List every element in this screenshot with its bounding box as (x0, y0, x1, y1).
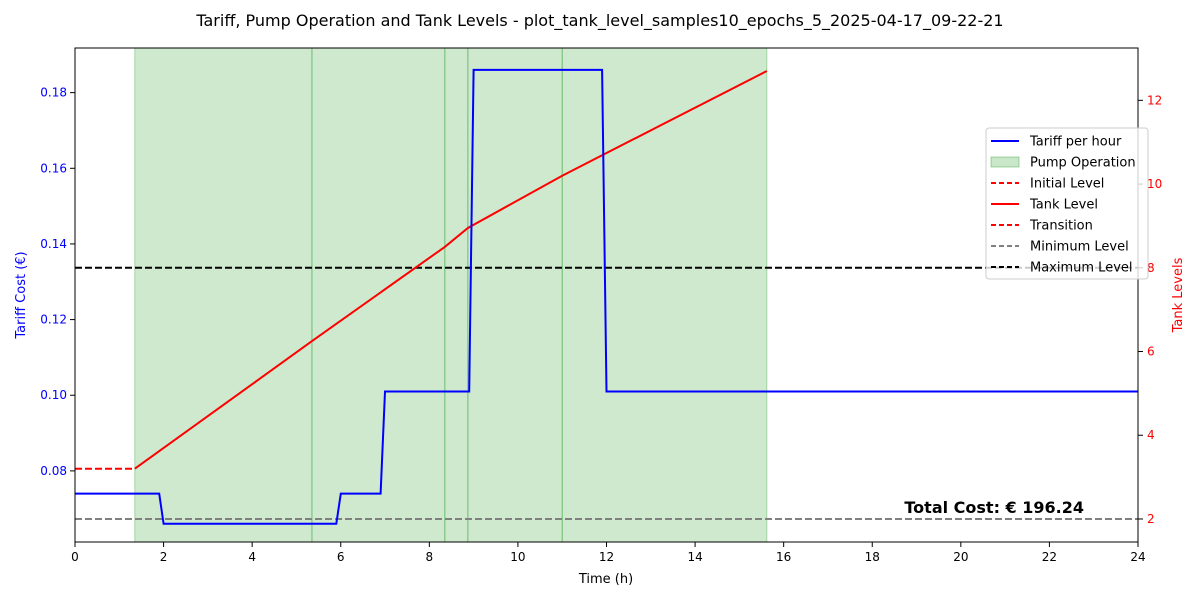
x-tick-label: 20 (953, 550, 968, 564)
legend-label: Initial Level (1030, 177, 1104, 192)
y-right-tick-label: 2 (1147, 512, 1155, 526)
y-right-tick-label: 6 (1147, 345, 1155, 359)
chart-title: Tariff, Pump Operation and Tank Levels -… (195, 11, 1003, 31)
y-right-tick-label: 8 (1147, 261, 1155, 275)
total-cost-annotation: Total Cost: € 196.24 (904, 498, 1084, 517)
pump-operation-band-3 (467, 47, 563, 543)
x-tick-label: 14 (687, 550, 702, 564)
y-left-tick-label: 0.16 (40, 161, 67, 175)
x-tick-label: 10 (510, 550, 525, 564)
x-axis: 0 2 4 6 8 10 12 14 16 18 20 22 24 (71, 542, 1146, 564)
legend-label: Pump Operation (1030, 156, 1136, 171)
x-tick-label: 24 (1130, 550, 1145, 564)
y-axis-right-label: Tank Levels (1171, 257, 1186, 333)
y-axis-left: 0.08 0.10 0.12 0.14 0.16 0.18 (40, 86, 75, 478)
legend-box (985, 127, 1149, 280)
legend-label: Tariff per hour (1029, 135, 1122, 150)
x-tick-label: 8 (426, 550, 434, 564)
pump-bands (134, 47, 768, 543)
y-axis-left-label: Tariff Cost (€) (14, 251, 29, 339)
y-left-tick-label: 0.08 (40, 464, 67, 478)
legend-label: Transition (1029, 219, 1093, 234)
x-tick-label: 22 (1042, 550, 1057, 564)
y-axis-right: 2 4 6 8 10 12 (1138, 93, 1162, 526)
x-tick-label: 6 (337, 550, 345, 564)
x-tick-label: 2 (160, 550, 168, 564)
x-tick-label: 12 (599, 550, 614, 564)
y-right-tick-label: 10 (1147, 177, 1162, 191)
x-tick-label: 18 (865, 550, 880, 564)
x-axis-label: Time (h) (578, 572, 633, 587)
y-left-tick-label: 0.14 (40, 237, 67, 251)
legend-label: Maximum Level (1030, 261, 1133, 276)
y-right-tick-label: 12 (1147, 93, 1162, 107)
legend-swatch (990, 156, 1020, 168)
y-left-tick-label: 0.12 (40, 313, 67, 327)
y-left-tick-label: 0.18 (40, 86, 67, 100)
y-right-tick-label: 4 (1147, 428, 1155, 442)
pump-operation-band-2 (444, 47, 469, 543)
x-tick-label: 4 (248, 550, 256, 564)
legend: Tariff per hour Pump Operation Initial Lev… (985, 127, 1149, 280)
legend-label: Minimum Level (1030, 240, 1129, 255)
x-tick-label: 16 (776, 550, 791, 564)
pump-operation-band-0 (134, 47, 313, 543)
x-tick-label: 0 (71, 550, 79, 564)
series-lines (75, 68, 1138, 525)
tariff-per-hour-line (75, 68, 1138, 525)
legend-label: Tank Level (1029, 198, 1098, 213)
tank-level-line (134, 70, 768, 470)
y-left-tick-label: 0.10 (40, 388, 67, 402)
reference-lines (75, 266, 1138, 520)
pump-operation-band-4 (561, 47, 768, 543)
